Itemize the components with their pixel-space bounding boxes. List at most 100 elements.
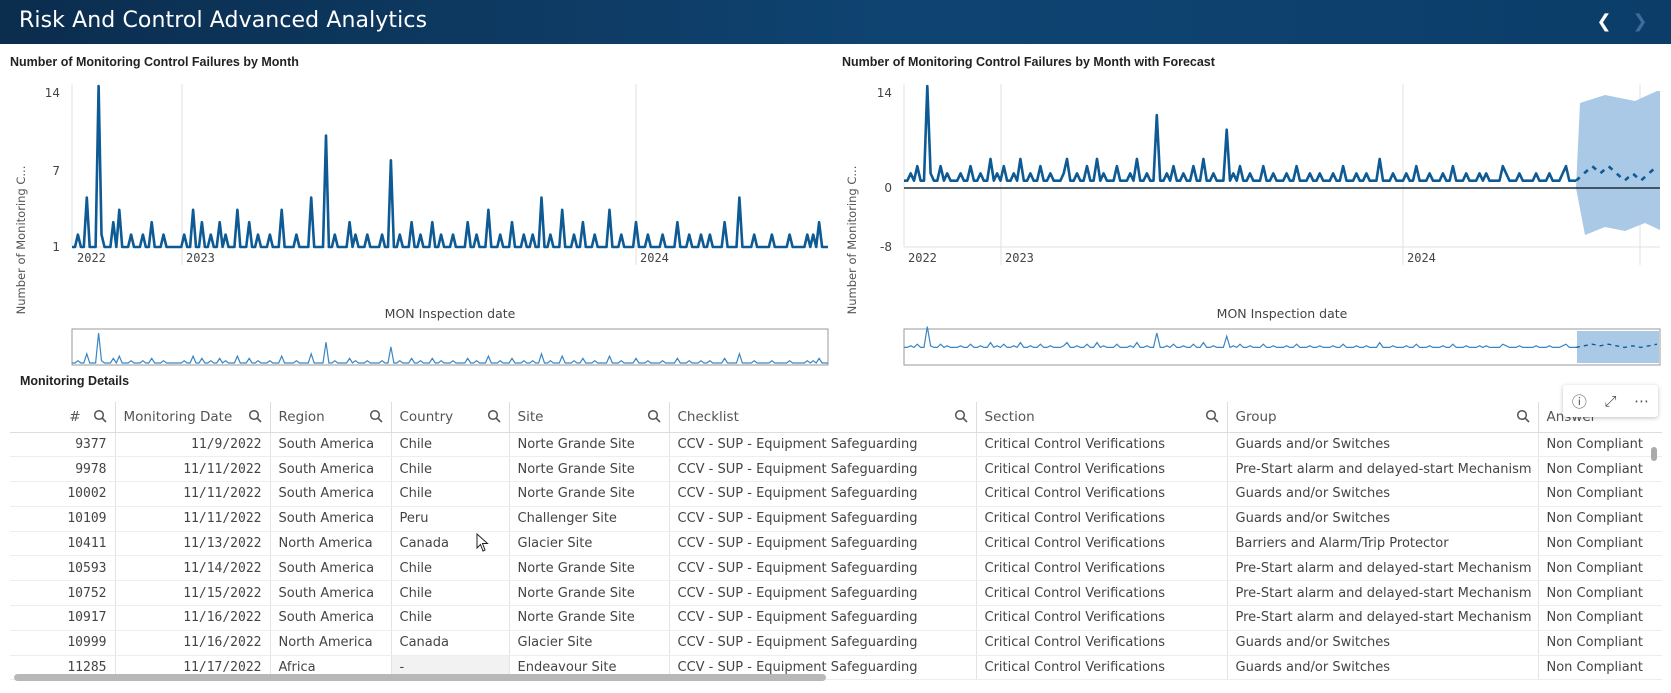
table-cell[interactable]: Norte Grande Site	[509, 605, 670, 631]
search-icon[interactable]	[1205, 409, 1219, 423]
table-cell[interactable]: Critical Control Verifications	[976, 456, 1228, 483]
table-row[interactable]: 10109 11/11/2022 South America Peru Challeng…	[10, 506, 1662, 532]
table-cell[interactable]: South America	[270, 605, 392, 631]
search-icon[interactable]	[369, 409, 383, 423]
table-cell[interactable]: CCV - SUP - Equipment Safeguarding	[669, 630, 977, 656]
table-cell[interactable]: 10002	[10, 481, 116, 507]
table-cell[interactable]: CCV - SUP - Equipment Safeguarding	[669, 506, 977, 532]
table-cell[interactable]: 10109	[10, 506, 116, 532]
search-icon[interactable]	[1516, 409, 1530, 423]
more-icon[interactable]: ⋯	[1634, 392, 1650, 410]
expand-icon[interactable]: ⤢	[1604, 392, 1617, 410]
column-header-6[interactable]: Section	[976, 402, 1228, 433]
table-cell[interactable]: Critical Control Verifications	[976, 580, 1228, 607]
column-header-2[interactable]: Region	[270, 402, 392, 433]
table-cell[interactable]: Chile	[391, 580, 510, 607]
table-cell[interactable]: CCV - SUP - Equipment Safeguarding	[669, 555, 977, 582]
table-row[interactable]: 10593 11/14/2022 South America Chile Norte G…	[10, 555, 1662, 582]
table-cell[interactable]: Chile	[391, 555, 510, 582]
table-cell[interactable]: 11/13/2022	[115, 531, 271, 557]
table-cell[interactable]: Non Compliant	[1538, 630, 1662, 656]
vertical-scrollbar[interactable]	[1651, 447, 1657, 461]
table-cell[interactable]: Critical Control Verifications	[976, 531, 1228, 557]
table-row[interactable]: 9978 11/11/2022 South America Chile Norte Gr…	[10, 456, 1662, 483]
table-cell[interactable]: Norte Grande Site	[509, 456, 670, 483]
search-icon[interactable]	[954, 409, 968, 423]
table-cell[interactable]: 11/16/2022	[115, 605, 271, 631]
table-cell[interactable]: CCV - SUP - Equipment Safeguarding	[669, 605, 977, 631]
table-cell[interactable]: Non Compliant	[1538, 605, 1662, 631]
table-cell[interactable]: South America	[270, 555, 392, 582]
column-header-0[interactable]: #	[10, 402, 116, 433]
table-row[interactable]: 10999 11/16/2022 North America Canada Glacie…	[10, 630, 1662, 656]
table-cell[interactable]: Barriers and Alarm/Trip Protector	[1227, 531, 1539, 557]
column-header-1[interactable]: Monitoring Date	[115, 402, 271, 433]
table-cell[interactable]: Guards and/or Switches	[1227, 432, 1539, 458]
table-cell[interactable]: 10999	[10, 630, 116, 656]
table-cell[interactable]: Critical Control Verifications	[976, 655, 1228, 680]
table-cell[interactable]: South America	[270, 481, 392, 507]
table-cell[interactable]: Norte Grande Site	[509, 555, 670, 582]
table-cell[interactable]: Chile	[391, 481, 510, 507]
chart-left[interactable]: Number of Monitoring C... 14 7 1 2022 20…	[0, 75, 835, 370]
table-cell[interactable]: CCV - SUP - Equipment Safeguarding	[669, 456, 977, 483]
table-cell[interactable]: 11/11/2022	[115, 481, 271, 507]
table-cell[interactable]: Canada	[391, 531, 510, 557]
table-cell[interactable]: Peru	[391, 506, 510, 532]
table-cell[interactable]: Norte Grande Site	[509, 432, 670, 458]
column-header-5[interactable]: Checklist	[669, 402, 977, 433]
column-header-3[interactable]: Country	[391, 402, 510, 433]
table-cell[interactable]: Guards and/or Switches	[1227, 655, 1539, 680]
table-cell[interactable]: 11/14/2022	[115, 555, 271, 582]
table-cell[interactable]: 10917	[10, 605, 116, 631]
table-cell[interactable]: South America	[270, 432, 392, 458]
table-cell[interactable]: South America	[270, 456, 392, 483]
table-cell[interactable]: 11/16/2022	[115, 630, 271, 656]
table-cell[interactable]: Non Compliant	[1538, 580, 1662, 607]
table-cell[interactable]: Challenger Site	[509, 506, 670, 532]
table-cell[interactable]: Non Compliant	[1538, 432, 1662, 458]
table-cell[interactable]: Guards and/or Switches	[1227, 506, 1539, 532]
table-cell[interactable]: Norte Grande Site	[509, 481, 670, 507]
table-cell[interactable]: 10752	[10, 580, 116, 607]
table-cell[interactable]: CCV - SUP - Equipment Safeguarding	[669, 481, 977, 507]
table-cell[interactable]: 11/11/2022	[115, 506, 271, 532]
table-cell[interactable]: 9978	[10, 456, 116, 483]
horizontal-scrollbar[interactable]	[14, 674, 826, 681]
table-cell[interactable]: Non Compliant	[1538, 506, 1662, 532]
table-cell[interactable]: Critical Control Verifications	[976, 481, 1228, 507]
table-cell[interactable]: 10593	[10, 555, 116, 582]
table-cell[interactable]: 11/11/2022	[115, 456, 271, 483]
table-row[interactable]: 10752 11/15/2022 South America Chile Norte G…	[10, 580, 1662, 607]
table-cell[interactable]: CCV - SUP - Equipment Safeguarding	[669, 580, 977, 607]
chart-left-scrubber[interactable]	[71, 328, 829, 366]
table-cell[interactable]: Guards and/or Switches	[1227, 630, 1539, 656]
table-cell[interactable]: Pre-Start alarm and delayed-start Mechan…	[1227, 456, 1539, 483]
table-cell[interactable]: Glacier Site	[509, 531, 670, 557]
column-header-7[interactable]: Group	[1227, 402, 1539, 433]
table-cell[interactable]: Norte Grande Site	[509, 580, 670, 607]
table-row[interactable]: 9377 11/9/2022 South America Chile Norte Gra…	[10, 432, 1662, 458]
chevron-left-icon[interactable]: ❮	[1596, 11, 1612, 32]
table-cell[interactable]: Non Compliant	[1538, 655, 1662, 680]
table-cell[interactable]: 11/9/2022	[115, 432, 271, 458]
table-cell[interactable]: Pre-Start alarm and delayed-start Mechan…	[1227, 555, 1539, 582]
table-cell[interactable]: Non Compliant	[1538, 555, 1662, 582]
table-cell[interactable]: Non Compliant	[1538, 531, 1662, 557]
table-cell[interactable]: CCV - SUP - Equipment Safeguarding	[669, 432, 977, 458]
table-cell[interactable]: South America	[270, 580, 392, 607]
table-cell[interactable]: 11/15/2022	[115, 580, 271, 607]
table-cell[interactable]: Chile	[391, 456, 510, 483]
table-cell[interactable]: Canada	[391, 630, 510, 656]
table-cell[interactable]: CCV - SUP - Equipment Safeguarding	[669, 531, 977, 557]
table-cell[interactable]: Chile	[391, 605, 510, 631]
search-icon[interactable]	[248, 409, 262, 423]
table-cell[interactable]: 9377	[10, 432, 116, 458]
table-cell[interactable]: Non Compliant	[1538, 456, 1662, 483]
chart-right[interactable]: Number of Monitoring C... 14 0 -8 2022 2…	[835, 75, 1665, 370]
chevron-right-icon[interactable]: ❯	[1632, 11, 1648, 32]
table-cell[interactable]: Pre-Start alarm and delayed-start Mechan…	[1227, 605, 1539, 631]
table-cell[interactable]: Non Compliant	[1538, 481, 1662, 507]
table-cell[interactable]: 10411	[10, 531, 116, 557]
table-cell[interactable]: North America	[270, 531, 392, 557]
